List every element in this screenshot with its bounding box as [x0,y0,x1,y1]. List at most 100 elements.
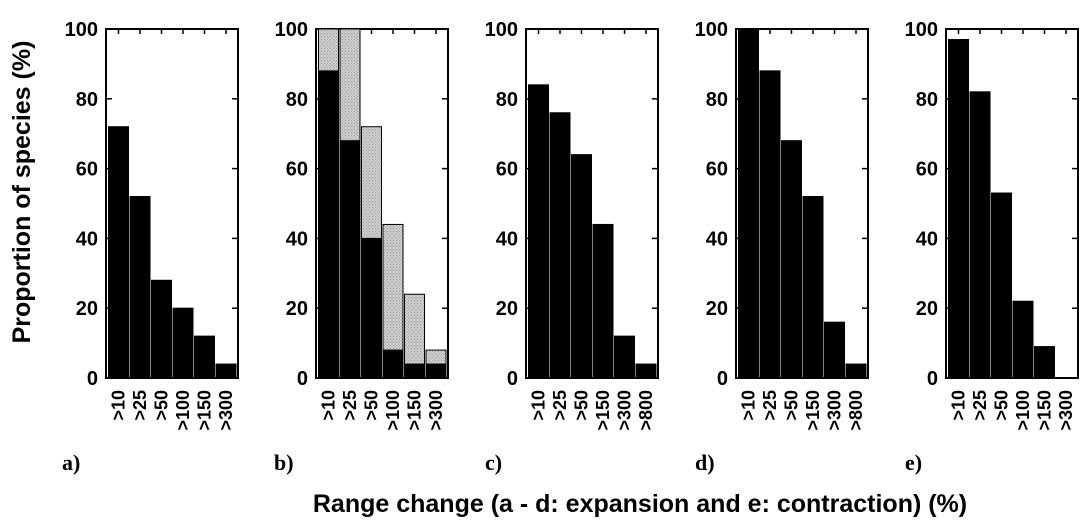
category-label: >50 [782,390,802,421]
y-tick-label: 20 [706,298,728,320]
panel-label: e) [905,450,922,475]
y-tick-label: 60 [286,159,308,181]
bar [845,363,867,379]
bar-segment-secondary [425,349,447,365]
y-tick-label: 100 [485,19,518,41]
category-label: >50 [362,390,382,421]
y-tick-label: 40 [76,228,98,250]
bar-segment-primary [404,363,425,379]
y-tick-label: 60 [496,159,518,181]
bar [1034,346,1055,379]
category-label: >300 [216,390,236,431]
category-label: >300 [615,390,635,431]
bar [802,196,824,379]
category-label: >300 [426,390,446,431]
y-tick-label: 0 [717,368,728,390]
y-tick-label: 20 [286,298,308,320]
bar-segment-secondary [382,223,404,351]
bar [738,28,759,379]
y-tick-label: 0 [927,368,938,390]
bar [781,140,802,379]
bar [172,307,194,379]
category-label: >10 [529,390,549,421]
y-tick-label: 20 [496,298,518,320]
y-tick-label: 60 [76,159,98,181]
category-label: >25 [130,390,150,421]
chart-panel-3: 0 20 40 60 80 100 >10 >25 >50 >150 >300 >800 d) [695,19,869,475]
bar [215,363,237,379]
category-label: >25 [340,390,360,421]
bar-segment-secondary [339,28,361,142]
bar-segment-primary [425,363,447,379]
category-label: >10 [109,390,129,421]
category-label: >800 [636,390,656,431]
panel-label: d) [695,450,715,475]
category-label: >10 [949,390,969,421]
bar [129,196,151,379]
y-tick-label: 40 [496,228,518,250]
y-tick-label: 80 [496,89,518,111]
bar [614,335,635,379]
bar-segment-secondary [404,293,425,365]
y-tick-label: 20 [916,298,938,320]
y-tick-label: 80 [286,89,308,111]
y-tick-label: 60 [706,159,728,181]
bar-segment-primary [361,237,382,379]
category-label: >100 [1013,390,1033,431]
category-label: >50 [992,390,1012,421]
y-tick-label: 100 [65,19,98,41]
bar-segment-primary [339,140,361,379]
bar [824,321,845,379]
category-label: >300 [1056,390,1076,431]
bar [194,335,215,379]
y-tick-label: 80 [916,89,938,111]
category-label: >150 [1035,390,1055,431]
y-tick-label: 100 [905,19,938,41]
y-tick-label: 100 [695,19,728,41]
bar [592,223,614,379]
y-tick-label: 0 [507,368,518,390]
bar [635,363,657,379]
y-tick-label: 20 [76,298,98,320]
chart-panel-0: 0 20 40 60 80 100 >10 >25 >50 >100 >150 >300 a) [62,19,239,475]
chart-panel-4: 0 20 40 60 80 100 >10 >25 >50 >100 >150 >300 e) [905,19,1079,475]
chart-panel-1: 0 20 40 60 80 100 >10 >25 >50 >100 >150 >300 b) [274,19,449,475]
y-tick-label: 40 [706,228,728,250]
bar-segment-primary [382,349,404,379]
category-label: >300 [825,390,845,431]
y-tick-label: 0 [297,368,308,390]
y-tick-label: 80 [706,89,728,111]
bar-segment-primary [318,70,339,379]
bar [948,38,969,379]
bar [528,84,549,379]
y-axis-title: Proportion of species (%) [8,41,36,344]
category-label: >10 [739,390,759,421]
bar-segment-secondary [318,28,339,72]
category-label: >150 [803,390,823,431]
y-tick-label: 0 [87,368,98,390]
bar [549,112,571,379]
panel-label: c) [485,450,502,475]
category-label: >150 [593,390,613,431]
bar [759,70,781,379]
bar-segment-secondary [361,126,382,239]
x-axis-title: Range change (a - d: expansion and e: co… [313,490,967,518]
category-label: >50 [572,390,592,421]
category-label: >800 [846,390,866,431]
y-tick-label: 80 [76,89,98,111]
y-tick-label: 60 [916,159,938,181]
bar [969,91,991,379]
category-label: >150 [405,390,425,431]
bar [108,126,129,379]
y-tick-label: 40 [916,228,938,250]
category-label: >50 [152,390,172,421]
chart-panel-2: 0 20 40 60 80 100 >10 >25 >50 >150 >300 >800 c) [485,19,659,475]
category-label: >100 [383,390,403,431]
category-label: >150 [195,390,215,431]
panel-label: b) [274,450,294,475]
y-tick-label: 40 [286,228,308,250]
category-label: >25 [760,390,780,421]
panel-label: a) [62,450,80,475]
